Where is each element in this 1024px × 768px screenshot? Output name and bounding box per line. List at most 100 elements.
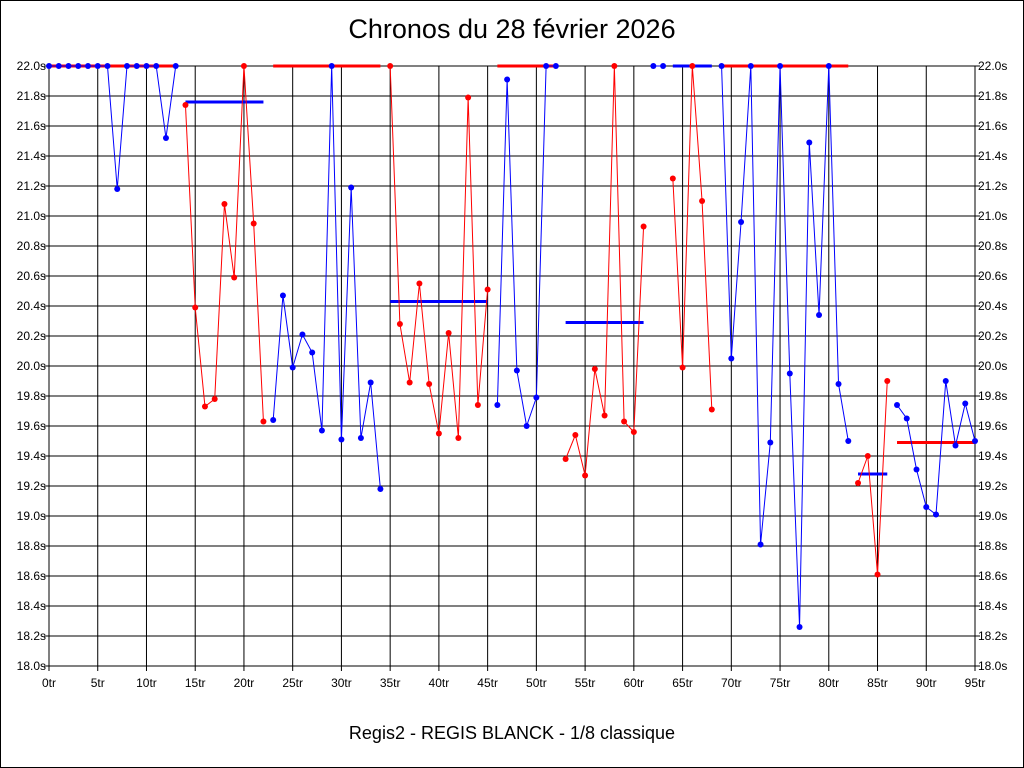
y-tick-label-left: 19.0s (17, 509, 46, 523)
lap-point (192, 304, 199, 311)
lap-point (903, 415, 910, 422)
lap-point (143, 63, 150, 69)
y-tick-label-left: 20.0s (17, 359, 46, 373)
lap-point (835, 381, 842, 387)
lap-point (289, 364, 296, 371)
y-tick-label-right: 21.2s (978, 179, 1007, 193)
lap-point (816, 312, 823, 318)
lap-point (533, 394, 540, 401)
y-tick-label-left: 20.4s (17, 299, 46, 313)
lap-point (640, 223, 647, 230)
lap-point (679, 364, 686, 371)
series-line (672, 65, 713, 410)
y-tick-label-right: 18.2s (978, 629, 1007, 643)
chart-caption: Regis2 - REGIS BLANCK - 1/8 classique (348, 723, 676, 743)
x-tick-label: 80tr (818, 676, 839, 690)
lap-point (738, 219, 745, 225)
series-line (272, 65, 381, 490)
lap-point (689, 63, 696, 69)
y-tick-label-right: 21.8s (978, 89, 1007, 103)
y-tick-label-right: 18.0s (978, 659, 1007, 673)
lap-point (825, 63, 832, 69)
lap-point (728, 355, 735, 362)
y-tick-label-right: 20.2s (978, 329, 1007, 343)
lap-point (182, 102, 189, 108)
y-tick-label-left: 21.0s (17, 209, 46, 223)
lap-point (133, 63, 140, 69)
y-tick-label-right: 20.8s (978, 239, 1007, 253)
series-line (49, 65, 177, 190)
lap-point (747, 63, 754, 69)
lap-point (484, 286, 491, 293)
lap-point (328, 63, 335, 69)
y-tick-label-right: 19.2s (978, 479, 1007, 493)
lap-point (884, 378, 891, 384)
y-tick-label-left: 19.2s (17, 479, 46, 493)
y-tick-label-left: 19.4s (17, 449, 46, 463)
lap-point (162, 135, 169, 141)
y-tick-label-right: 21.6s (978, 119, 1007, 133)
lap-point (601, 412, 608, 419)
lap-point (240, 63, 247, 69)
lap-point (942, 378, 949, 384)
y-tick-label-left: 19.6s (17, 419, 46, 433)
lap-point (270, 417, 277, 423)
y-tick-label-left: 22.0s (17, 59, 46, 73)
lap-point (465, 94, 472, 101)
lap-point (718, 63, 725, 69)
y-tick-label-right: 20.4s (978, 299, 1007, 313)
y-tick-label-right: 19.0s (978, 509, 1007, 523)
lap-point (913, 466, 920, 473)
lap-point (55, 63, 62, 69)
chart-title: Chronos du 28 février 2026 (348, 14, 676, 44)
lap-point (46, 63, 52, 69)
lap-point (767, 439, 774, 446)
axes: 0tr 5tr 10tr 15tr 20tr 25tr 30tr 35tr 40tr 45tr 50… (17, 59, 1008, 690)
lap-point (104, 63, 111, 69)
y-tick-label-left: 18.4s (17, 599, 46, 613)
y-tick-label-left: 21.6s (17, 119, 46, 133)
lap-point (572, 432, 579, 438)
lap-point (591, 366, 598, 372)
lap-point (660, 63, 667, 69)
lap-point (864, 453, 871, 459)
y-tick-label-right: 20.0s (978, 359, 1007, 373)
lap-point (84, 63, 91, 69)
y-tick-label-left: 20.6s (17, 269, 46, 283)
series-line (184, 65, 264, 422)
series (46, 63, 978, 630)
x-tick-label: 35tr (380, 676, 401, 690)
x-tick-label: 10tr (136, 676, 157, 690)
lap-point (543, 63, 550, 69)
lap-point (523, 423, 530, 429)
lap-point (396, 321, 403, 327)
lap-point (377, 486, 384, 492)
lap-point (406, 379, 413, 386)
series-line (721, 65, 849, 628)
lap-point (611, 63, 618, 69)
lap-point (806, 139, 813, 146)
lap-point (416, 280, 423, 287)
lap-point (621, 418, 628, 425)
lap-point (279, 292, 286, 299)
lap-point (357, 435, 364, 441)
lap-point (708, 406, 715, 413)
x-tick-label: 90tr (916, 676, 937, 690)
lap-point (552, 63, 559, 69)
y-tick-label-left: 20.2s (17, 329, 46, 343)
y-tick-label-left: 21.8s (17, 89, 46, 103)
lap-point (962, 400, 969, 407)
y-tick-label-left: 18.6s (17, 569, 46, 583)
y-tick-label-right: 20.6s (978, 269, 1007, 283)
x-tick-label: 40tr (429, 676, 450, 690)
lap-point (504, 76, 511, 83)
y-tick-label-right: 22.0s (978, 59, 1007, 73)
lap-point (114, 186, 121, 192)
lap-point (123, 63, 130, 69)
x-tick-label: 50tr (526, 676, 547, 690)
lap-point (650, 63, 657, 69)
lap-point (494, 402, 501, 408)
lap-point (786, 370, 793, 377)
